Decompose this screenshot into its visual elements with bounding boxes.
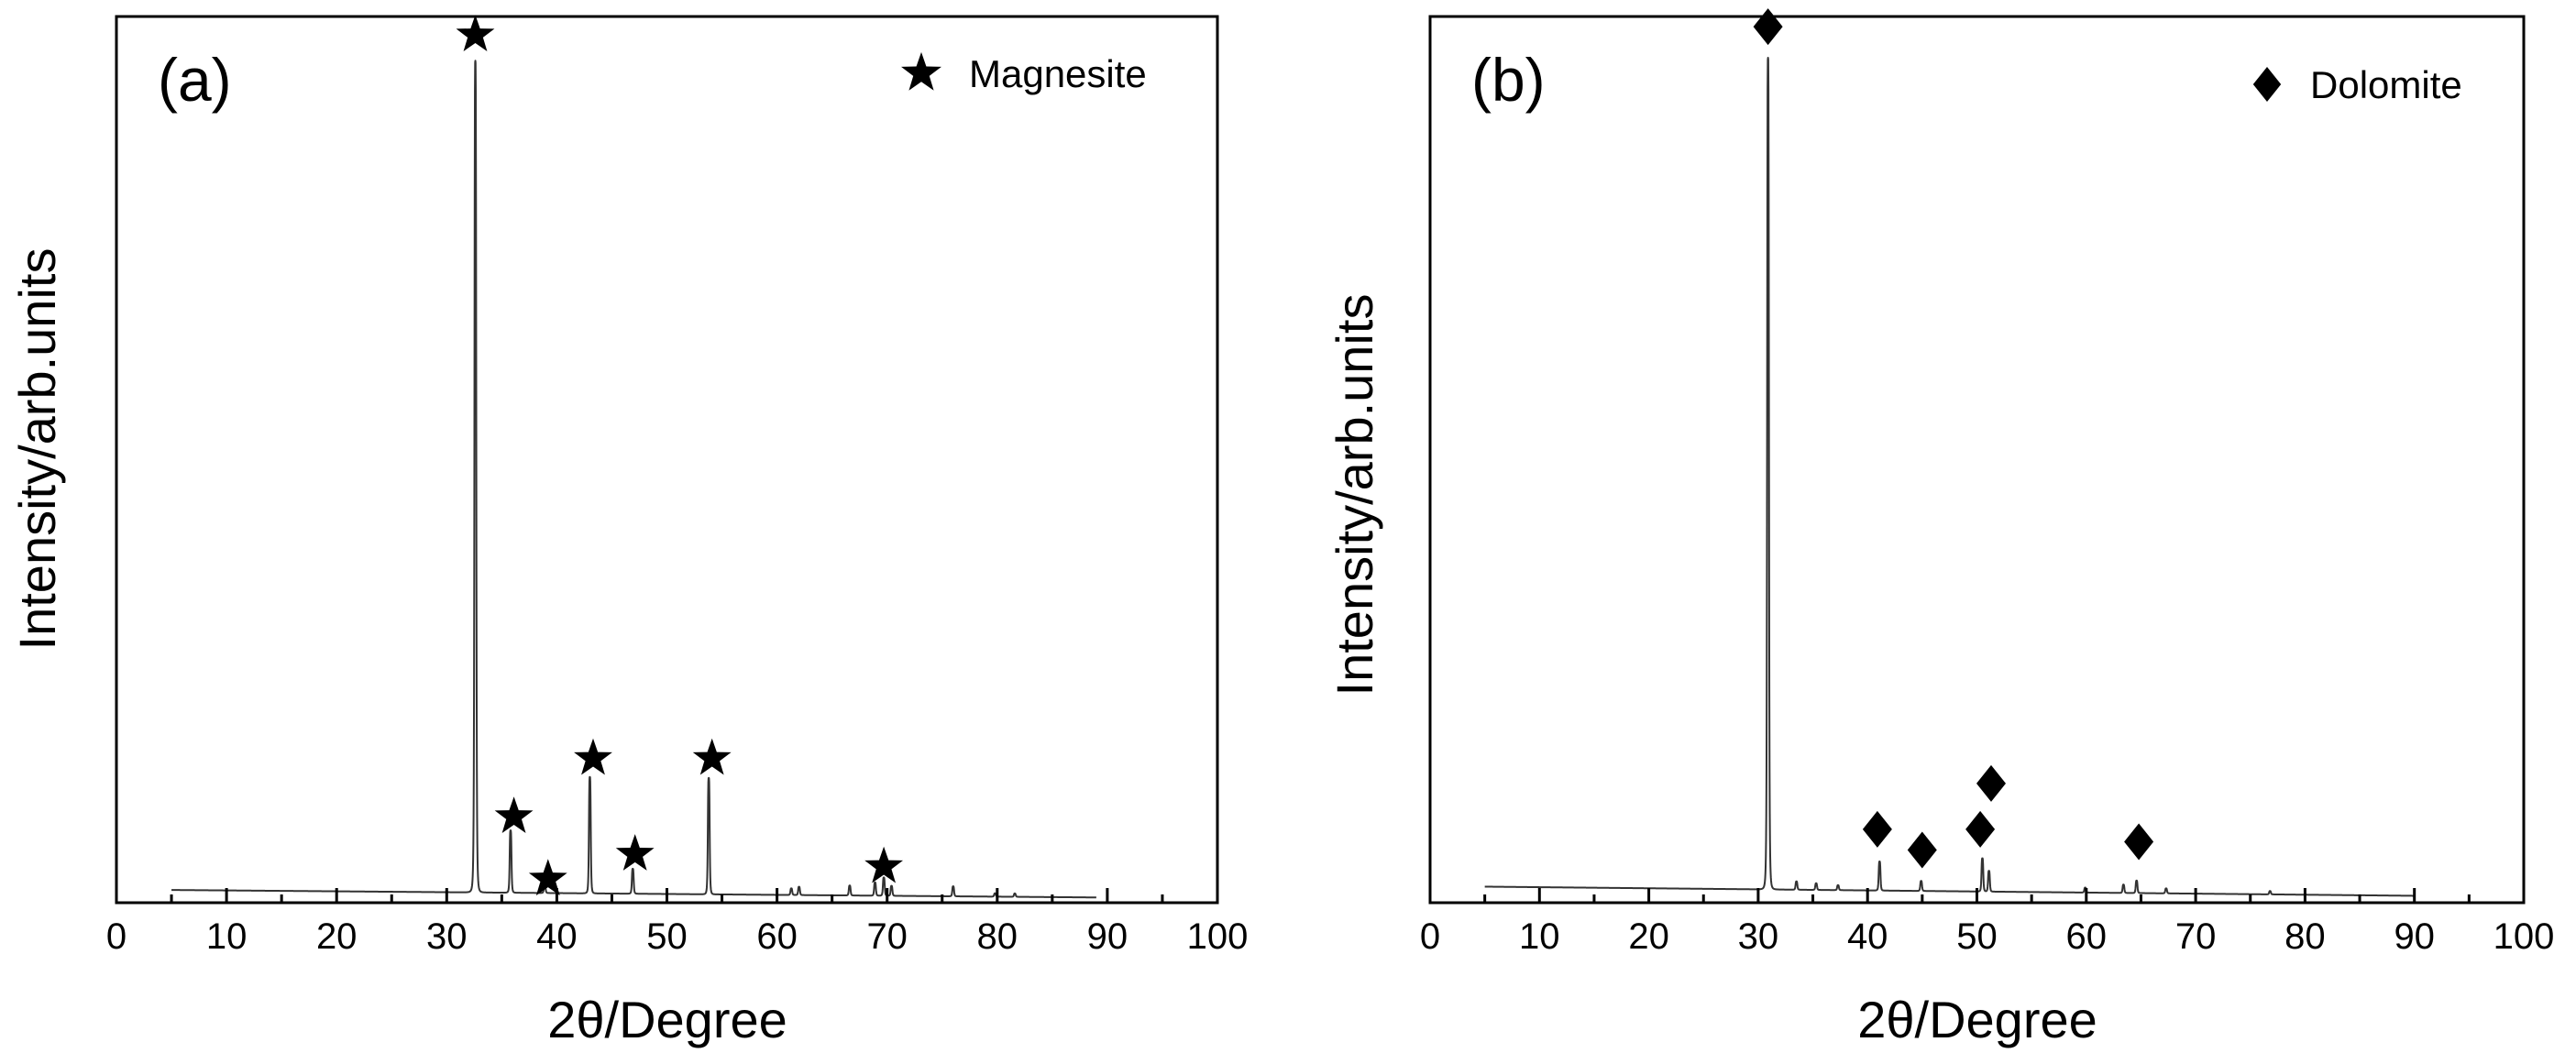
x-tick-label: 10: [1519, 916, 1560, 957]
x-tick-label: 100: [1187, 916, 1249, 957]
plot-frame: [115, 15, 1219, 905]
peak-diamond-marker: [1862, 810, 1892, 848]
y-axis-title: Intensity/arb.units: [8, 248, 66, 651]
x-axis-title: 2θ/Degree: [1857, 991, 2097, 1048]
x-tick-group: 0 10 20 30 40 50 60 70 80 90 100: [1420, 888, 2555, 957]
peak-star-marker: [494, 796, 534, 833]
panel-a: Intensity/arb.units 2θ/Degree (a) Magnes…: [8, 15, 1248, 1048]
legend-label: Magnesite: [969, 52, 1147, 95]
x-tick-label: 60: [756, 916, 798, 957]
x-tick-label: 10: [206, 916, 248, 957]
peak-diamond-marker: [1965, 810, 1996, 848]
series-line: [1483, 56, 2416, 897]
peak-diamond-marker: [1753, 8, 1783, 46]
x-tick-label: 30: [426, 916, 468, 957]
x-tick-label: 90: [2394, 916, 2435, 957]
peak-marker-group: [1753, 8, 2154, 869]
x-axis-title: 2θ/Degree: [547, 991, 787, 1048]
x-tick-label: 60: [2066, 916, 2108, 957]
peak-star-marker: [574, 738, 612, 775]
x-tick-label: 50: [1956, 916, 1998, 957]
peak-marker-group: [456, 15, 904, 896]
x-tick-label: 90: [1087, 916, 1128, 957]
peak-star-marker: [456, 15, 495, 51]
x-tick-label: 50: [646, 916, 688, 957]
legend-label: Dolomite: [2310, 63, 2462, 106]
panel-b: Intensity/arb.units 2θ/Degree (b) Dolomi…: [1326, 8, 2554, 1048]
x-tick-label: 20: [316, 916, 358, 957]
x-tick-label: 40: [536, 916, 578, 957]
peak-star-marker: [692, 738, 732, 775]
peak-star-marker: [528, 859, 567, 896]
series-group: [1483, 56, 2416, 897]
x-tick-label: 20: [1628, 916, 1669, 957]
x-tick-label: 100: [2493, 916, 2555, 957]
plot-frame: [1428, 15, 2526, 905]
panel-label: (a): [158, 46, 232, 114]
peak-diamond-marker: [1976, 764, 2006, 802]
series-group: [171, 60, 1097, 899]
panel-label: (b): [1471, 46, 1546, 114]
x-tick-label: 30: [1738, 916, 1779, 957]
y-axis-title: Intensity/arb.units: [1326, 294, 1383, 697]
x-tick-label: 70: [866, 916, 908, 957]
legend-star-icon: [901, 51, 941, 91]
peak-diamond-marker: [2124, 823, 2154, 861]
x-tick-label: 80: [2284, 916, 2326, 957]
legend-diamond-icon: [2252, 67, 2282, 102]
x-tick-label: 80: [977, 916, 1018, 957]
peak-diamond-marker: [1907, 831, 1937, 869]
series-line: [171, 60, 1097, 899]
x-tick-label: 0: [106, 916, 127, 957]
x-tick-group: 0 10 20 30 40 50 60 70 80 90 100: [106, 888, 1249, 957]
x-tick-label: 40: [1847, 916, 1888, 957]
x-tick-label: 70: [2175, 916, 2217, 957]
peak-star-marker: [615, 834, 655, 871]
x-tick-label: 0: [1420, 916, 1440, 957]
